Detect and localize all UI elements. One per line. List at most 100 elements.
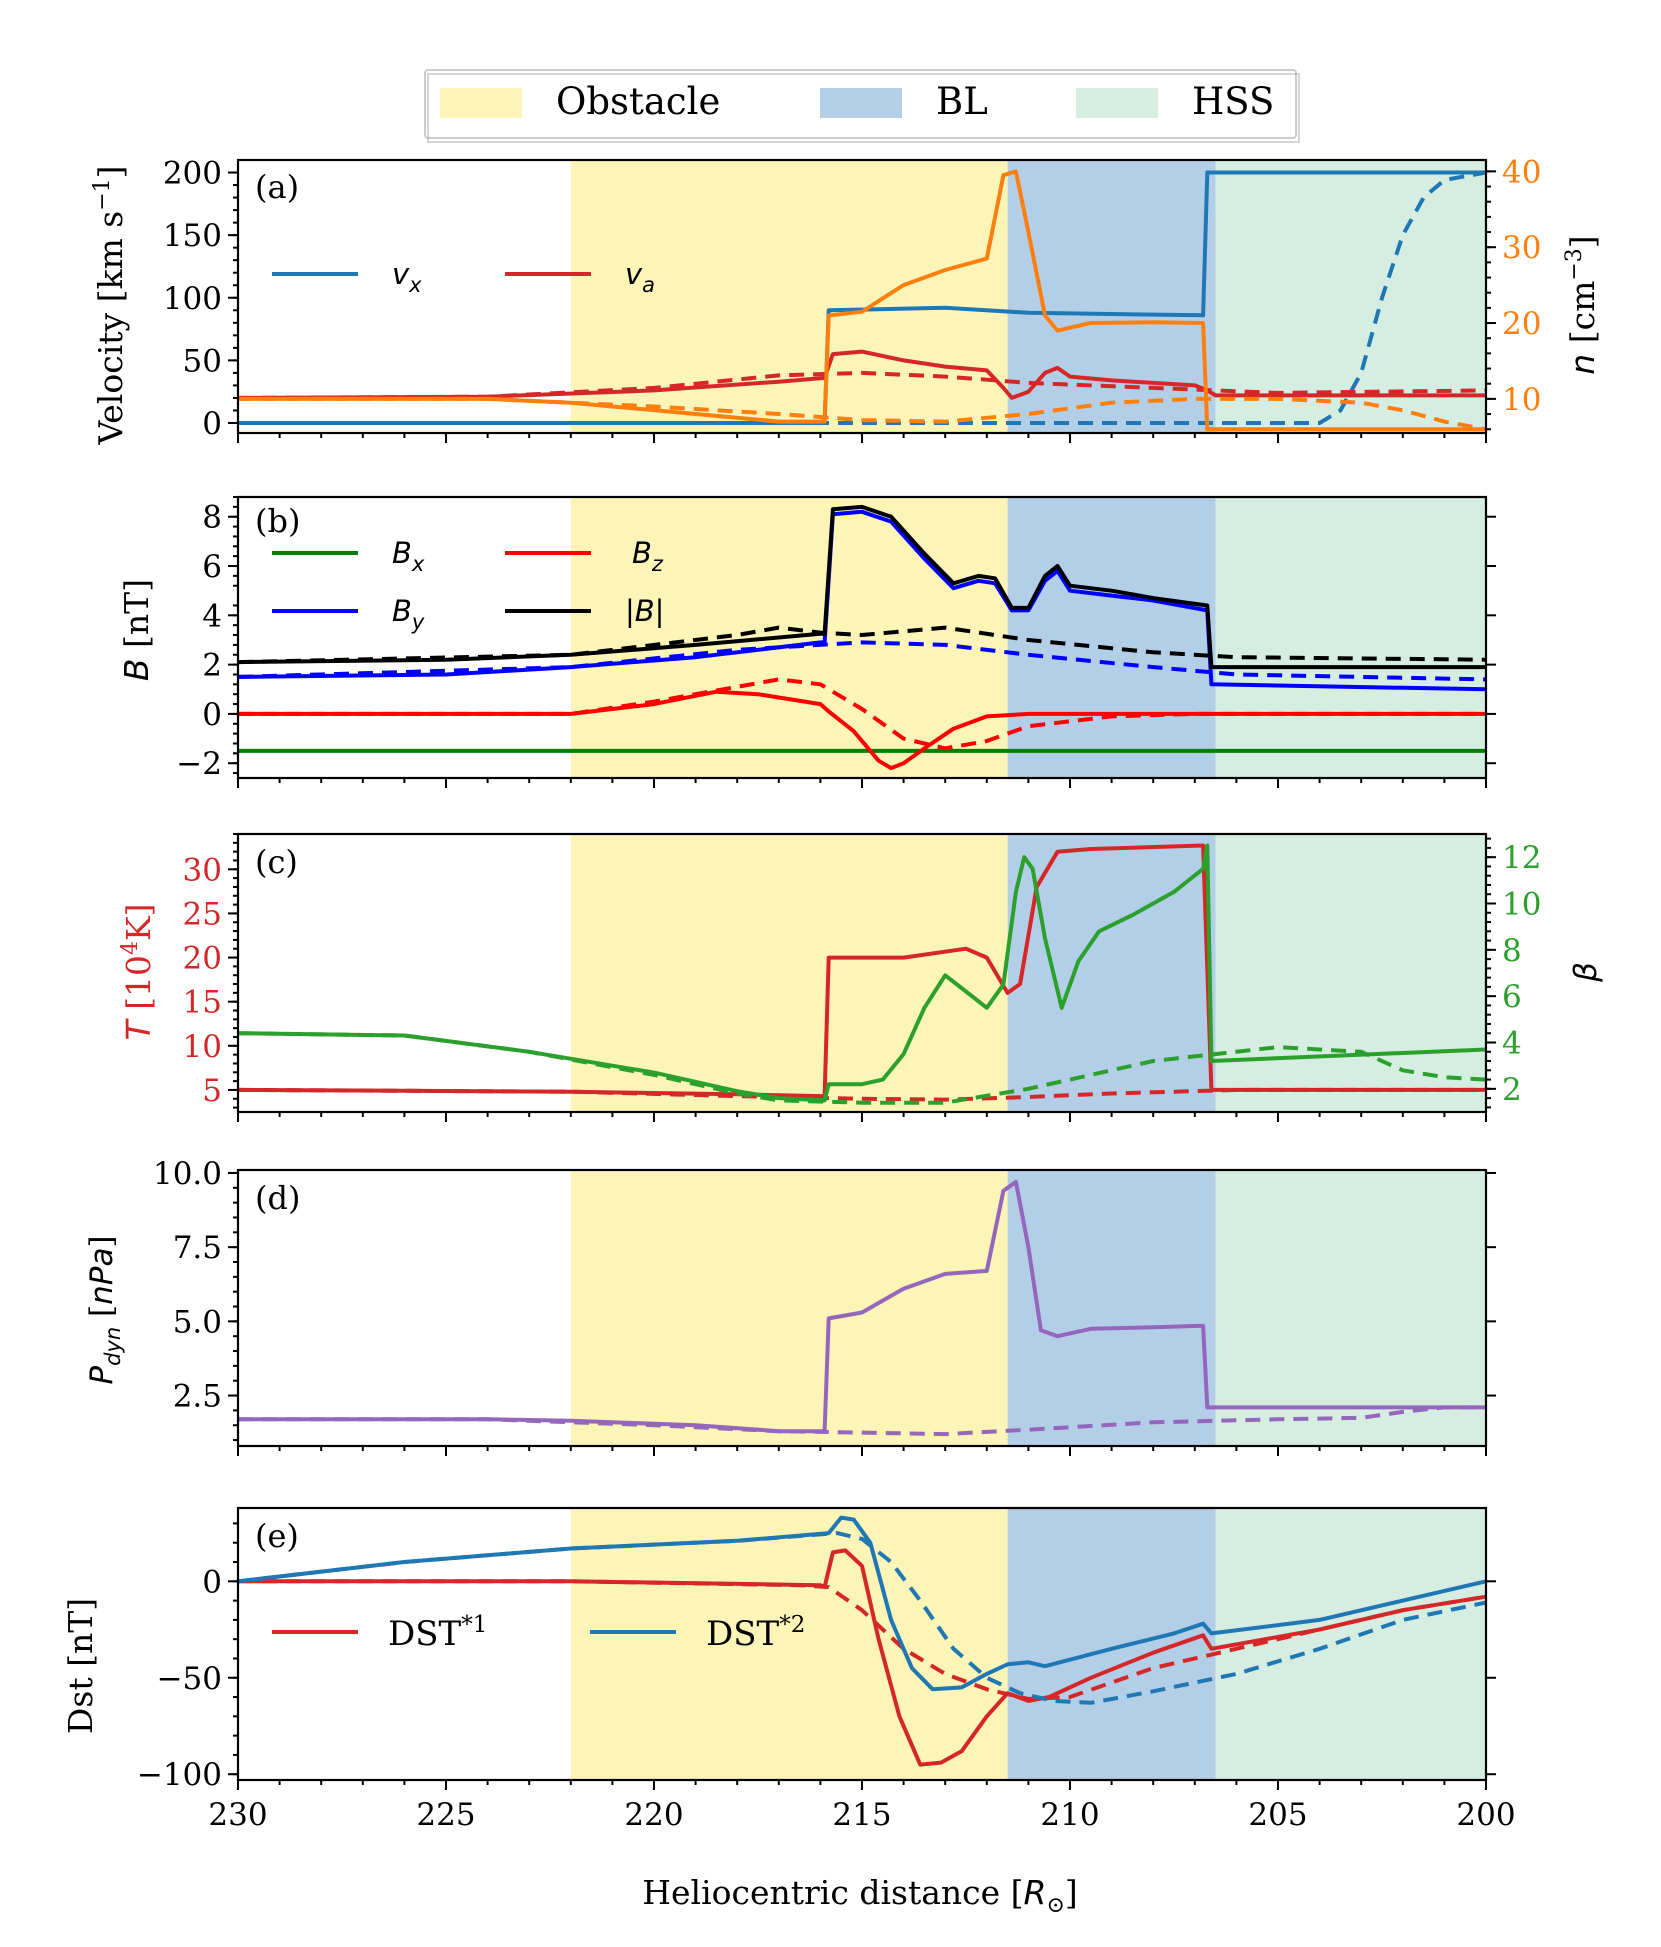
panel-d-ytick-label-1: 5.0 [173,1304,222,1340]
panel-c-region-bl [1007,834,1216,1112]
panel-b-region-hss [1215,497,1486,778]
panel-c-ytick-right-label-4: 10 [1502,887,1541,923]
legend-dst1-sup: *1 [461,1612,487,1638]
legend-dst2: DST [706,1614,780,1654]
panel-c-ytick-right-label-1: 4 [1502,1026,1522,1062]
svg-text:Bz: Bz [632,536,664,576]
panel-c-ylabel-right: β [1568,962,1604,983]
svg-text:DST*1: DST*1 [388,1612,487,1654]
legend-vx-sub: x [408,273,422,297]
panel-a: 0 50 100 150 200 10 20 30 40 [163,154,1541,443]
panel-b-line-B-dashed-6 [237,625,1487,665]
panel-a-ytick-right-label-1: 20 [1502,306,1541,342]
panel-d-ytick-label-2: 7.5 [173,1230,222,1266]
legend-bz: B [632,536,652,570]
panel-e-ytick-label-2: 0 [202,1564,222,1600]
panel-b-line-Bz-solid-3 [238,689,1486,771]
panel-c-region-hss [1215,834,1486,1112]
panel-a-line-n-dashed-5 [238,396,1487,432]
panel-b-series-legend: Bx Bz By |B| [272,536,664,634]
legend-label-obstacle: Obstacle [556,80,720,123]
legend-bmag: |B| [625,594,664,628]
panel-c-ytick-label-2: 15 [183,985,222,1021]
x-tick-label-6: 200 [1456,1797,1515,1833]
panel-b-ytick-label-2: 2 [202,648,222,684]
panel-c-label: (c) [255,843,298,881]
panel-e: −100 −50 0 [137,1506,1496,1793]
panel-a-ytick-label-0: 0 [202,406,222,442]
panel-c-line-T-dashed-1 [237,1087,1486,1102]
panel-b-ytick-label-4: 6 [202,549,222,585]
panel-a-series-legend: vx va [272,257,655,297]
panel-a-region-hss [1215,160,1486,433]
svg-text:DST*2: DST*2 [706,1612,805,1654]
svg-text:va: va [625,257,655,297]
svg-text:By: By [392,594,425,634]
x-axis-title: Heliocentric distance [R⊙] [642,1873,1078,1918]
panel-b-line-Bz-dashed-4 [238,677,1486,751]
panel-b-ytick-label-1: 0 [202,697,222,733]
panel-e-series-legend: DST*1 DST*2 [272,1612,805,1654]
panel-a-ylabel-right: n [cm−3] [1562,235,1602,374]
panel-b-ytick-label-5: 8 [202,500,222,536]
panel-d-label: (d) [255,1179,300,1217]
x-tick-label-4: 210 [1040,1797,1099,1833]
panel-a-ytick-right-label-2: 30 [1502,230,1541,266]
panel-c-region-obstacle [570,834,1008,1112]
panel-d-region-hss [1215,1170,1486,1446]
panel-a-line-n-solid-4 [238,169,1486,432]
panel-e-region-bl [1007,1508,1216,1780]
legend-dst2-sup: *2 [779,1612,805,1638]
panel-e-ytick-label-1: −50 [157,1661,222,1697]
panel-e-region-obstacle [570,1508,1008,1780]
panel-c-ytick-right-label-2: 6 [1502,979,1522,1015]
panel-c-ytick-label-5: 30 [183,852,222,888]
panel-e-line-DST1-dashed-1 [238,1579,1487,1701]
legend-vx: v [392,257,410,291]
legend-label-bl: BL [936,80,988,123]
panel-a-ytick-right-label-0: 10 [1502,382,1541,418]
panel-a-ytick-right-label-3: 40 [1502,154,1541,190]
legend-bx: B [392,536,412,570]
panel-b-label: (b) [255,502,300,540]
panel-c-ytick-right-label-3: 8 [1502,933,1522,969]
legend-by: B [392,594,412,628]
panel-b-ylabel: B [nT] [117,579,156,681]
panel-b-ytick-label-3: 4 [202,598,222,634]
panel-c-ytick-label-4: 25 [183,896,222,932]
panel-a-ytick-label-3: 150 [163,218,222,254]
legend-label-hss: HSS [1192,80,1274,123]
legend-swatch-bl [820,88,902,118]
legend-bz-sub: z [651,552,664,576]
legend-va: v [625,257,643,291]
panel-c-ytick-label-0: 5 [202,1073,222,1109]
x-tick-label-2: 220 [624,1797,683,1833]
panel-e-line-DST2-dashed-3 [237,1531,1487,1705]
svg-text:Bx: Bx [392,536,425,576]
panel-d-region-obstacle [570,1170,1008,1446]
panel-d-line-Pdyn-dashed-1 [238,1405,1486,1437]
panel-a-line-va-solid-2 [237,349,1486,400]
panel-d-ytick-label-0: 2.5 [173,1379,222,1415]
panel-a-label: (a) [255,168,299,206]
panel-c-ylabel: T [104K] [118,903,158,1040]
panel-d-ytick-label-3: 10.0 [153,1156,222,1192]
panel-a-line-vx-dashed-1 [238,170,1487,425]
panel-c-line--solid-2 [237,843,1487,1103]
panel-a-ytick-label-2: 100 [163,281,222,317]
panel-a-ylabel: Velocity [km s−1] [90,165,130,445]
panel-c-ytick-label-1: 10 [183,1029,222,1065]
panel-c-ytick-label-3: 20 [183,941,222,977]
panel-c-line--dashed-3 [237,1031,1487,1105]
panel-d: 2.5 5.0 7.5 10.0 [153,1156,1496,1456]
panel-c: 5 10 15 20 25 30 2 4 6 8 10 12 [183,832,1541,1122]
x-tick-label-1: 225 [416,1797,475,1833]
panel-a-ytick-label-1: 50 [183,343,222,379]
panel-d-region-bl [1007,1170,1216,1446]
panel-b-line-B-solid-5 [237,504,1486,670]
panel-e-ytick-label-0: −100 [137,1757,222,1793]
x-tick-label-3: 215 [832,1797,891,1833]
legend-swatch-hss [1076,88,1158,118]
panel-a-region-obstacle [570,160,1008,433]
svg-text:vx: vx [392,257,422,297]
